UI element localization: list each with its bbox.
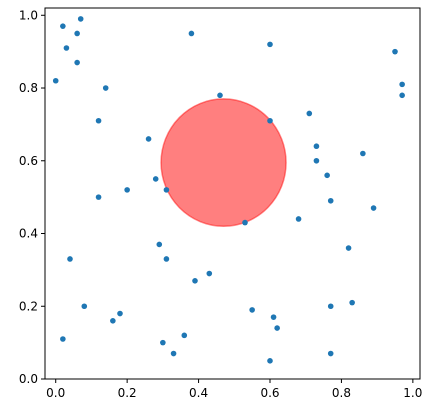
scatter-point-5 — [52, 77, 59, 84]
scatter-point-44 — [160, 339, 166, 346]
axes-frame — [44, 7, 421, 380]
scatter-point-30 — [163, 256, 170, 262]
y-tick-label-3: 0.6 — [19, 154, 38, 168]
x-tick-label-0: 0.0 — [46, 386, 65, 400]
scatter-point-25 — [124, 187, 130, 193]
scatter-point-2 — [74, 30, 80, 37]
scatter-point-7 — [95, 117, 102, 124]
scatter-point-13 — [313, 143, 320, 150]
y-tick-label-1: 0.2 — [19, 299, 38, 313]
scatter-point-8 — [188, 30, 195, 37]
y-tick-label-5: 1.0 — [19, 8, 38, 22]
scatter-point-35 — [249, 307, 255, 313]
scatter-point-41 — [117, 310, 123, 317]
scatter-point-46 — [267, 358, 273, 364]
scatter-point-16 — [327, 197, 334, 204]
scatter-point-10 — [217, 92, 223, 99]
scatter-point-48 — [60, 336, 66, 342]
scatter-point-12 — [306, 110, 313, 117]
scatter-point-39 — [349, 299, 355, 306]
scatter-point-43 — [181, 332, 188, 339]
scatter-point-0 — [60, 23, 66, 29]
scatter-point-33 — [206, 270, 213, 277]
x-tick-label-5: 1.0 — [403, 386, 422, 400]
highlight-circle-layer — [160, 98, 287, 227]
scatter-point-37 — [274, 325, 280, 331]
scatter-point-31 — [67, 256, 73, 262]
scatter-point-17 — [360, 150, 366, 157]
scatter-point-29 — [156, 241, 163, 248]
scatter-point-34 — [192, 277, 198, 284]
scatter-point-18 — [370, 205, 377, 211]
scatter-point-47 — [327, 350, 334, 357]
scatter-point-22 — [145, 136, 152, 142]
y-tick-label-0: 0.0 — [19, 372, 38, 386]
scatter-points — [52, 16, 405, 364]
x-axis-ticks: 0.0 0.2 0.4 0.6 0.8 1.0 — [46, 379, 422, 400]
x-tick-label-4: 0.8 — [332, 386, 351, 400]
scatter-point-9 — [267, 41, 273, 48]
scatter-point-11 — [267, 117, 273, 124]
y-axis-ticks: 0.0 0.2 0.4 0.6 0.8 1.0 — [19, 8, 45, 386]
scatter-point-38 — [327, 303, 334, 310]
highlight-circle — [160, 98, 287, 227]
scatter-point-1 — [77, 16, 84, 22]
y-tick-label-2: 0.4 — [19, 227, 38, 241]
scatter-point-24 — [163, 187, 170, 193]
scatter-point-45 — [170, 350, 177, 357]
scatter-point-20 — [399, 81, 405, 88]
scatter-point-3 — [63, 45, 70, 51]
scatter-point-4 — [74, 59, 80, 66]
scatter-point-21 — [399, 92, 405, 99]
scatter-point-15 — [324, 172, 330, 179]
scatter-point-19 — [392, 48, 398, 55]
scatter-point-32 — [345, 245, 352, 251]
scatter-point-26 — [95, 194, 102, 200]
scatter-point-36 — [270, 314, 277, 320]
x-tick-label-3: 0.6 — [260, 386, 279, 400]
scatter-point-40 — [81, 303, 88, 310]
scatter-point-28 — [295, 216, 302, 222]
scatter-point-14 — [313, 157, 320, 164]
x-tick-label-2: 0.4 — [189, 386, 208, 400]
scatter-point-42 — [110, 318, 116, 324]
scatter-point-27 — [242, 219, 248, 226]
scatter-point-6 — [102, 85, 109, 91]
y-tick-label-4: 0.8 — [19, 81, 38, 95]
x-tick-label-1: 0.2 — [118, 386, 137, 400]
scatter-point-23 — [152, 176, 159, 182]
